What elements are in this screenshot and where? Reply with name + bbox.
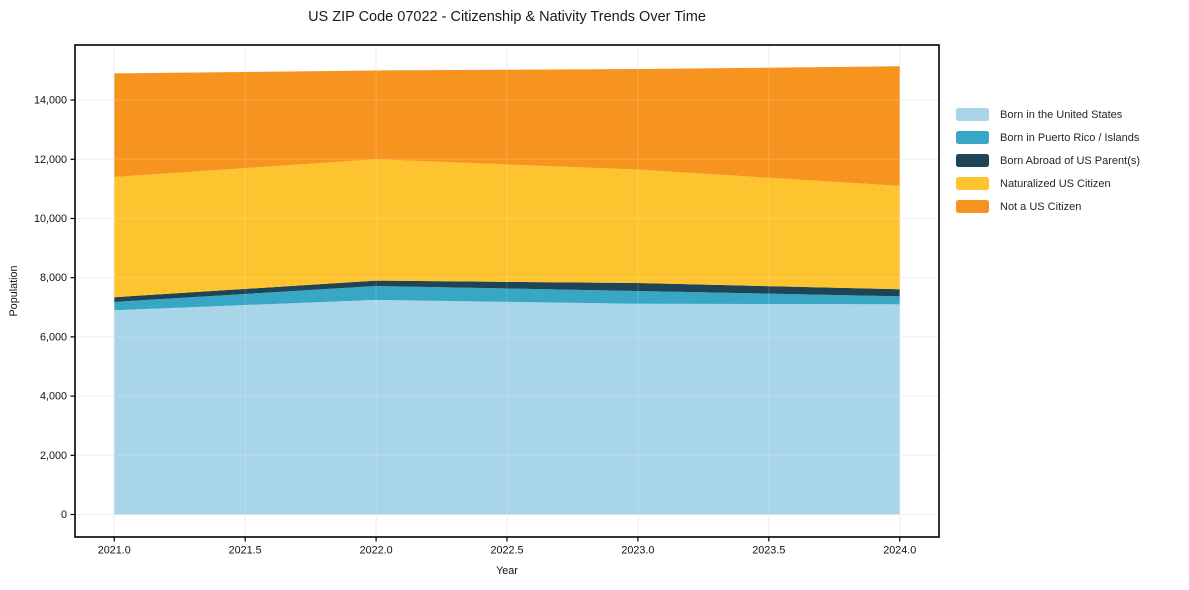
y-tick-label: 2,000 [40,450,67,462]
y-tick-label: 14,000 [34,95,67,107]
y-tick-label: 12,000 [34,154,67,166]
y-tick-label: 4,000 [40,391,67,403]
x-tick-label: 2022.0 [360,545,393,557]
legend-label: Born in the United States [1000,108,1123,121]
legend-swatch-icon [956,154,989,167]
legend-row: Born in the United States [956,103,1140,126]
legend-swatch-icon [956,200,989,213]
area-series-1 [114,285,900,311]
legend: Born in the United States Born in Puerto … [956,103,1140,218]
y-axis-title: Population [8,265,20,317]
legend-row: Born Abroad of US Parent(s) [956,149,1140,172]
x-tick-label: 2021.5 [229,545,262,557]
legend-row: Born in Puerto Rico / Islands [956,126,1140,149]
area-series-2 [114,280,900,302]
legend-row: Naturalized US Citizen [956,172,1140,195]
x-tick-label: 2023.5 [752,545,785,557]
legend-label: Born Abroad of US Parent(s) [1000,154,1141,167]
area-series-3 [114,159,900,298]
area-series-4 [114,66,900,186]
y-tick-label: 8,000 [40,272,67,284]
x-tick-label: 2024.0 [883,545,916,557]
x-tick-label: 2022.5 [490,545,523,557]
y-tick-label: 6,000 [40,331,67,343]
legend-label: Not a US Citizen [1000,200,1082,213]
legend-swatch-icon [956,177,989,190]
y-tick-label: 10,000 [34,213,67,225]
legend-row: Not a US Citizen [956,195,1140,218]
chart-title: US ZIP Code 07022 - Citizenship & Nativi… [308,9,706,25]
x-tick-label: 2021.0 [98,545,131,557]
legend-label: Naturalized US Citizen [1000,177,1111,190]
legend-swatch-icon [956,131,989,144]
x-axis-title: Year [496,565,518,577]
area-series-0 [114,299,900,515]
y-tick-label: 0 [61,509,67,521]
x-tick-label: 2023.0 [621,545,654,557]
legend-label: Born in Puerto Rico / Islands [1000,131,1140,144]
legend-swatch-icon [956,108,989,121]
